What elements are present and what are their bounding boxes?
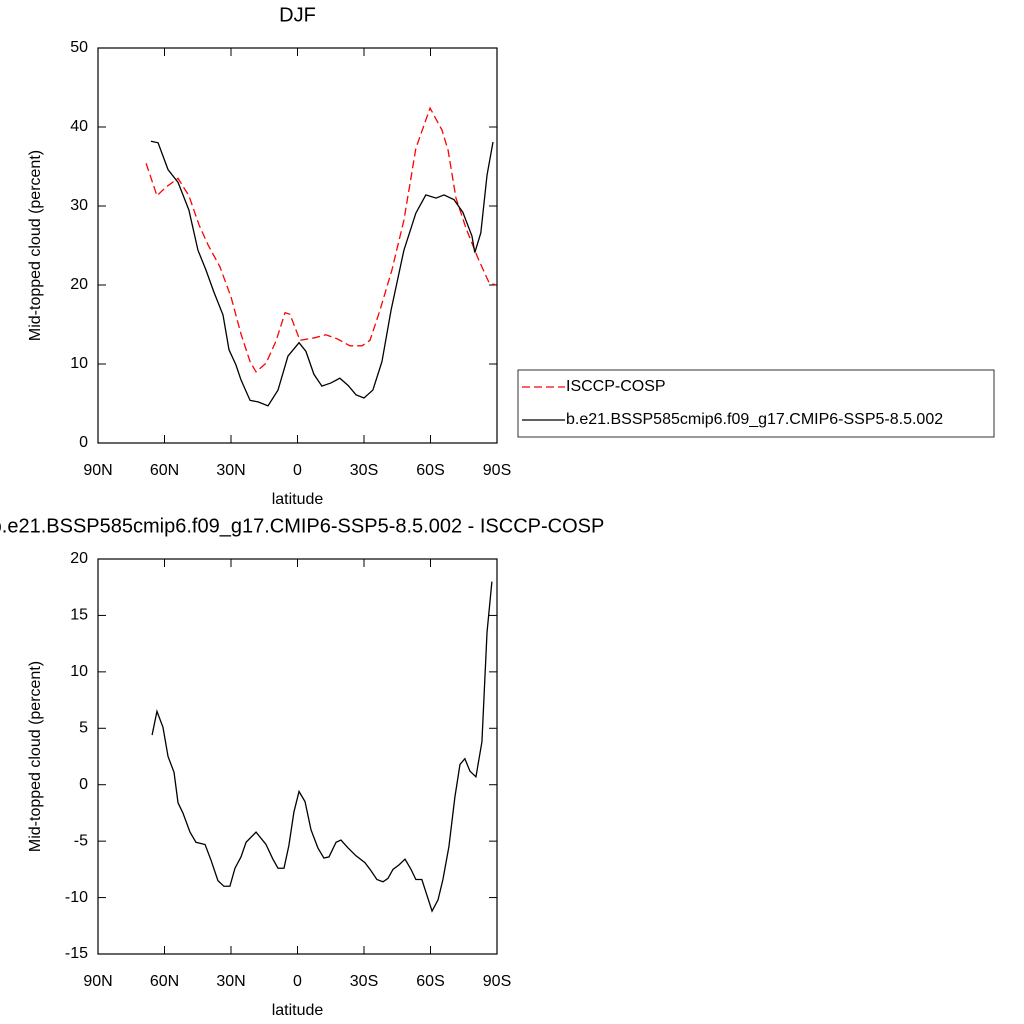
x-tick-label: 30N [216, 973, 245, 990]
y-tick-label: 10 [70, 663, 88, 680]
y-tick-label: 30 [70, 197, 88, 214]
x-axis-label: latitude [272, 491, 324, 508]
y-tick-label: -5 [74, 832, 88, 849]
y-tick-label: -10 [65, 889, 88, 906]
chart-title: b.e21.BSSP585cmip6.f09_g17.CMIP6-SSP5-8.… [0, 515, 604, 537]
x-tick-label: 60S [416, 973, 444, 990]
data-line [145, 106, 497, 373]
y-tick-label: 0 [79, 776, 88, 793]
y-tick-label: 15 [70, 607, 88, 624]
x-tick-label: 90N [83, 973, 112, 990]
legend-box [517, 369, 995, 438]
x-tick-label: 90S [483, 973, 511, 990]
y-tick-label: 40 [70, 118, 88, 135]
data-line [151, 581, 493, 913]
y-tick-label: 0 [79, 434, 88, 451]
x-tick-label: 30N [216, 462, 245, 479]
y-tick-label: 10 [70, 355, 88, 372]
x-axis-label: latitude [272, 1002, 324, 1019]
plot-frame [97, 47, 498, 444]
x-tick-label: 30S [350, 462, 378, 479]
y-axis-label: Mid-topped cloud (percent) [27, 150, 44, 341]
y-tick-label: 5 [79, 720, 88, 737]
y-tick-label: 20 [70, 550, 88, 567]
y-axis-label: Mid-topped cloud (percent) [27, 661, 44, 852]
x-tick-label: 60N [150, 973, 179, 990]
x-tick-label: 0 [293, 462, 302, 479]
x-tick-label: 60S [416, 462, 444, 479]
plot-frame [97, 558, 498, 955]
x-tick-label: 60N [150, 462, 179, 479]
x-tick-label: 0 [293, 973, 302, 990]
x-tick-label: 90S [483, 462, 511, 479]
y-tick-label: 20 [70, 276, 88, 293]
y-tick-label: 50 [70, 39, 88, 56]
legend-label: ISCCP-COSP [566, 378, 666, 395]
y-tick-label: -15 [65, 945, 88, 962]
data-line [150, 140, 494, 407]
x-tick-label: 90N [83, 462, 112, 479]
chart-title: DJF [279, 4, 316, 26]
legend-label: b.e21.BSSP585cmip6.f09_g17.CMIP6-SSP5-8.… [566, 411, 943, 428]
x-tick-label: 30S [350, 973, 378, 990]
